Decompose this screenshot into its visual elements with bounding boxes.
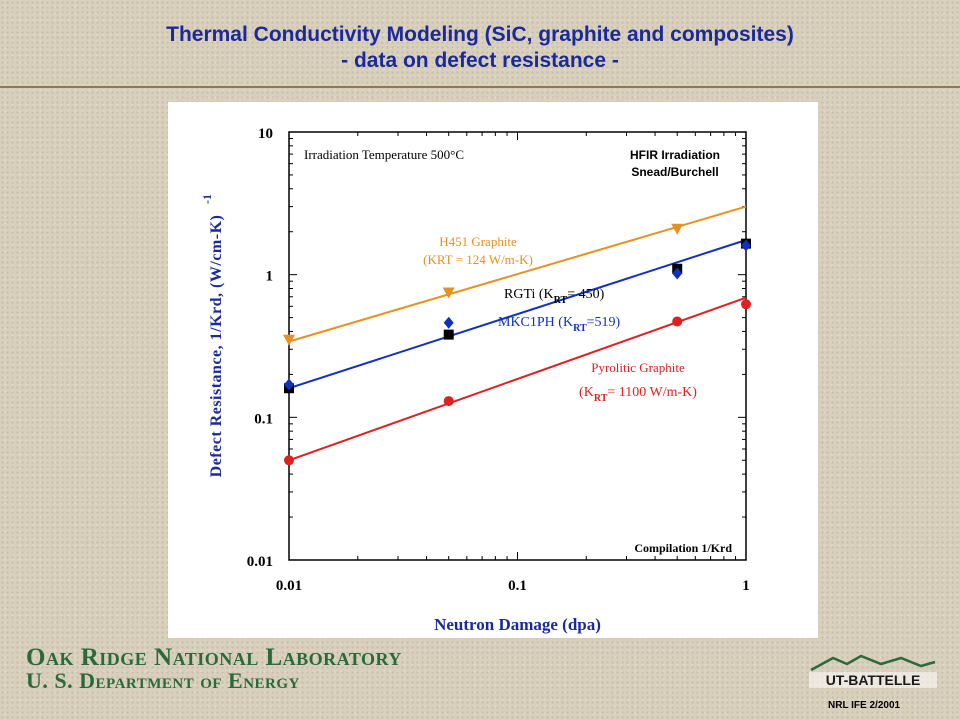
mkc-point — [741, 239, 751, 252]
h451-point — [283, 334, 295, 346]
temperature-note: Irradiation Temperature 500°C — [304, 147, 464, 162]
h451-label-line2: (KRT = 124 W/m-K) — [423, 252, 533, 267]
plot-frame — [288, 131, 747, 561]
x-axis-label: Neutron Damage (dpa) — [434, 615, 601, 634]
y-tick-label: 0.1 — [254, 411, 273, 427]
x-tick-label: 0.1 — [508, 578, 527, 594]
y-tick-label: 0.01 — [247, 554, 273, 570]
compilation-note: Compilation 1/Krd — [634, 541, 732, 555]
department-name: U. S. Department of Energy — [26, 668, 300, 693]
source-note-line2: Snead/Burchell — [631, 165, 718, 179]
y-tick-label: 1 — [266, 269, 274, 285]
page-title: Thermal Conductivity Modeling (SiC, grap… — [166, 23, 794, 46]
rgti-point — [443, 329, 454, 340]
mkc-label: MKC1PH (KRT=519) — [498, 315, 621, 334]
chart: 0.01 0.1 1 10 0.01 0.1 1 Neutron Damage (dpa) De… — [200, 126, 751, 634]
h451-label-line1: H451 Graphite — [439, 234, 517, 249]
mkc-point — [443, 316, 454, 329]
ut-battelle-logo: UT-BATTELLE — [809, 654, 937, 688]
pyro-point — [672, 316, 683, 327]
lab-name: Oak Ridge National Laboratory — [26, 644, 402, 671]
page-subtitle: - data on defect resistance - — [341, 49, 619, 72]
mkc-point — [672, 267, 683, 280]
y-tick-label: 10 — [258, 126, 273, 142]
h451-point — [442, 287, 455, 299]
logo-text: UT-BATTELLE — [826, 672, 921, 688]
chart-panel: 0.01 0.1 1 10 0.01 0.1 1 Neutron Damage (dpa) De… — [168, 102, 818, 638]
y-axis-label: Defect Resistance, 1/Krd, (W/cm-K) — [208, 215, 225, 478]
mkc-fit-line — [288, 239, 747, 390]
pyro-point — [443, 396, 454, 407]
source-note-line1: HFIR Irradiation — [630, 148, 720, 162]
pyro-label-line1: Pyrolitic Graphite — [591, 360, 685, 375]
mkc-point — [284, 378, 294, 391]
pyro-fit-line — [288, 296, 747, 462]
x-tick-label: 1 — [742, 578, 750, 594]
h451-point — [671, 223, 684, 235]
rgti-label: RGTi (KRT= 450) — [504, 287, 605, 306]
title-divider — [0, 86, 960, 88]
pyro-point — [284, 455, 294, 466]
y-axis-exponent: -1 — [200, 194, 214, 204]
pyro-label-line2: (KRT= 1100 W/m-K) — [579, 385, 697, 404]
footnote: NRL IFE 2/2001 — [828, 700, 901, 711]
x-tick-label: 0.01 — [276, 578, 302, 594]
h451-fit-line — [288, 205, 747, 343]
pyro-point — [741, 299, 751, 310]
